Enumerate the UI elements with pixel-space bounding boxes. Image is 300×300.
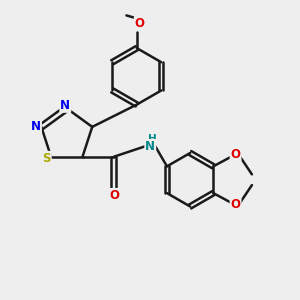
Text: O: O — [231, 199, 241, 212]
Text: S: S — [42, 152, 51, 165]
Text: O: O — [231, 148, 241, 161]
Text: N: N — [60, 99, 70, 112]
Text: O: O — [109, 189, 119, 202]
Text: N: N — [31, 120, 41, 134]
Text: O: O — [135, 17, 145, 30]
Text: N: N — [145, 140, 155, 153]
Text: H: H — [148, 134, 157, 144]
